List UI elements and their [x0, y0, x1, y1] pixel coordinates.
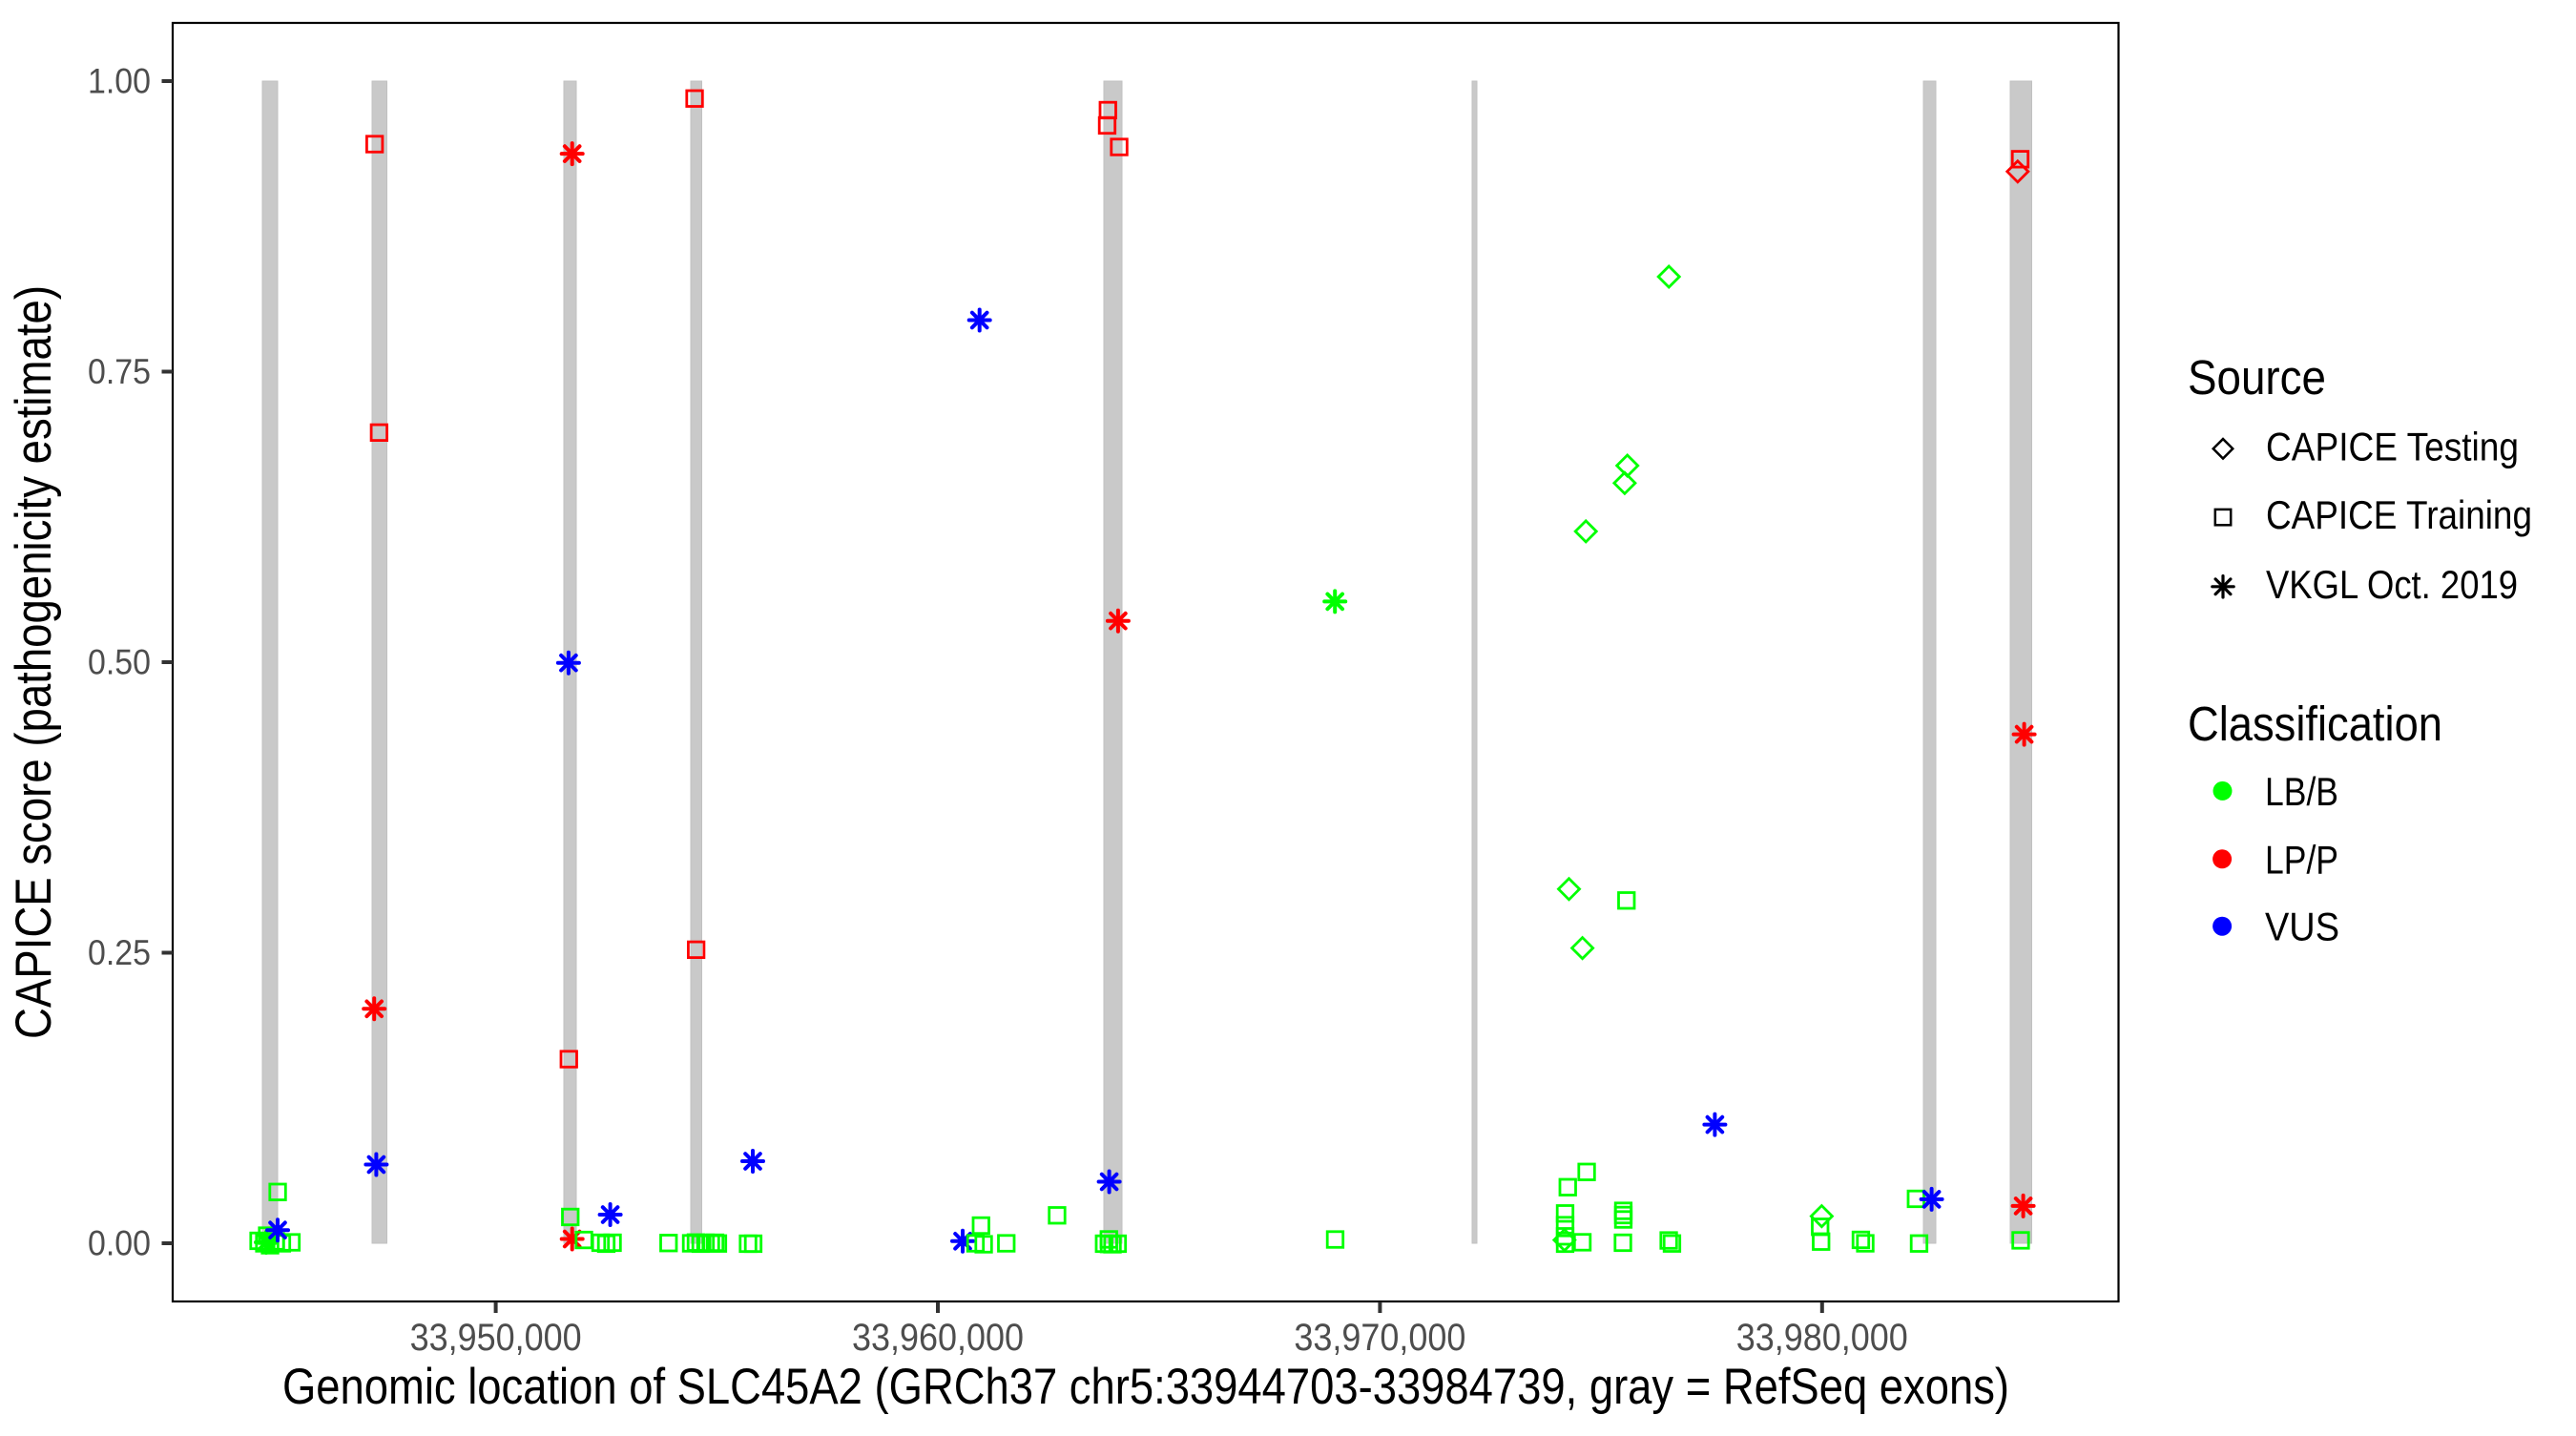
svg-text:33,980,000: 33,980,000	[1736, 1317, 1908, 1359]
svg-text:33,970,000: 33,970,000	[1294, 1317, 1465, 1359]
svg-text:33,960,000: 33,960,000	[852, 1317, 1024, 1359]
svg-text:0.25: 0.25	[88, 933, 151, 972]
svg-text:CAPICE score (pathogenicity es: CAPICE score (pathogenicity estimate)	[6, 285, 62, 1039]
svg-text:LP/P: LP/P	[2265, 837, 2338, 882]
svg-text:Genomic location of SLC45A2 (G: Genomic location of SLC45A2 (GRCh37 chr5…	[282, 1359, 2009, 1415]
svg-text:1.00: 1.00	[88, 62, 151, 101]
svg-text:Source: Source	[2188, 350, 2326, 405]
svg-text:0.75: 0.75	[88, 352, 151, 391]
svg-text:CAPICE Testing: CAPICE Testing	[2266, 424, 2519, 468]
svg-text:0.50: 0.50	[88, 643, 151, 682]
svg-text:33,950,000: 33,950,000	[410, 1317, 582, 1359]
svg-text:VUS: VUS	[2265, 905, 2339, 949]
svg-text:CAPICE Training: CAPICE Training	[2266, 492, 2532, 537]
svg-text:Classification: Classification	[2188, 697, 2442, 751]
svg-text:LB/B: LB/B	[2265, 769, 2338, 814]
svg-text:0.00: 0.00	[88, 1224, 151, 1263]
svg-text:VKGL Oct. 2019: VKGL Oct. 2019	[2266, 562, 2518, 607]
